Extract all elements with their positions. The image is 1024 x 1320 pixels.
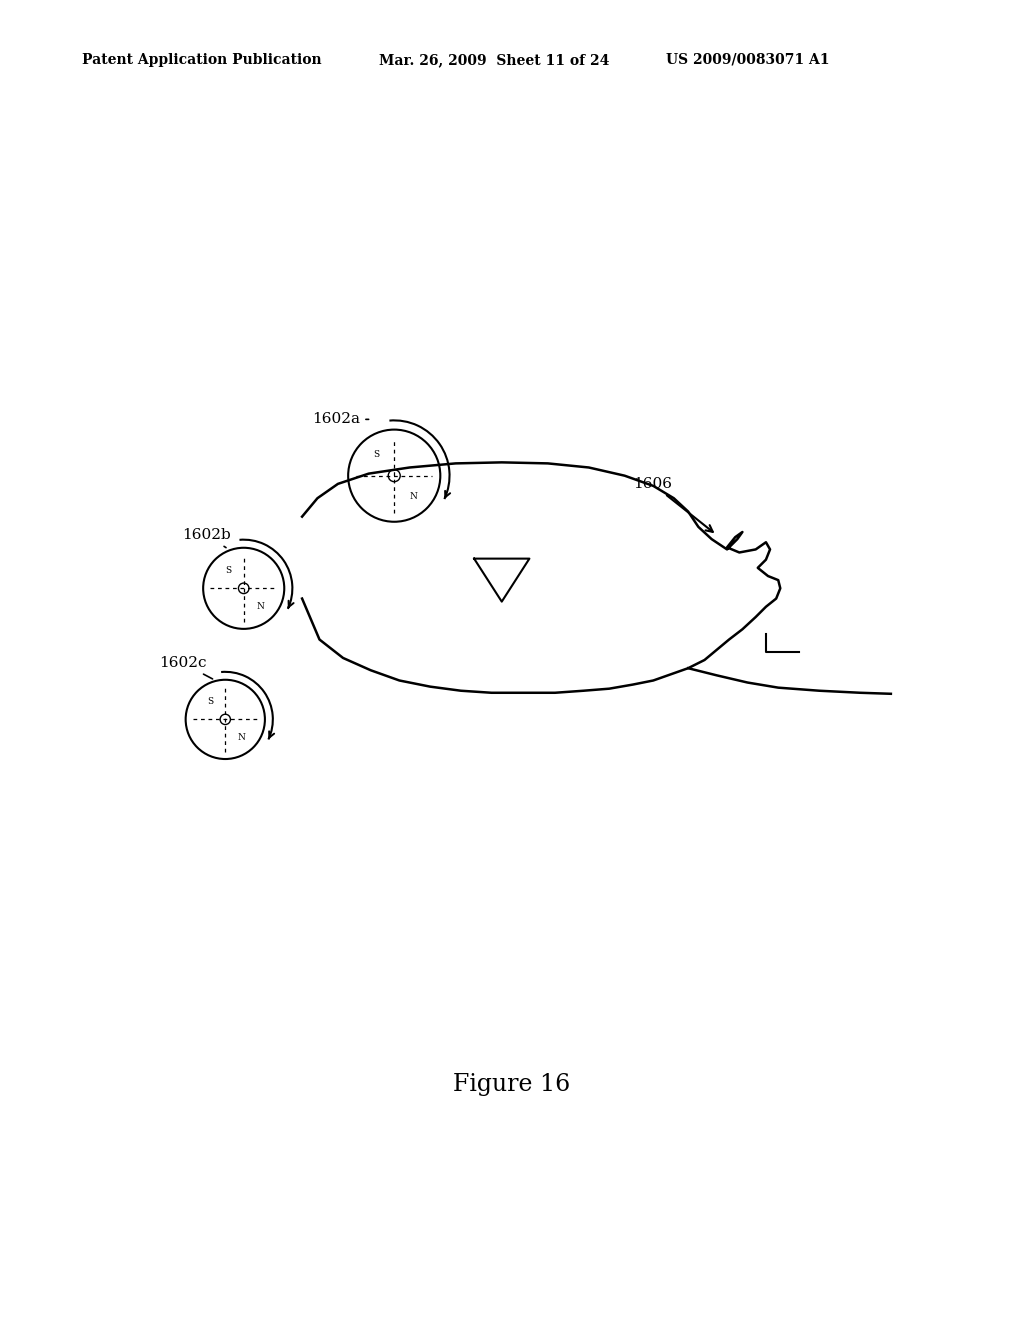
Text: 1602c: 1602c — [159, 656, 213, 678]
Text: 1606: 1606 — [633, 477, 713, 532]
Text: S: S — [207, 697, 213, 706]
Text: US 2009/0083071 A1: US 2009/0083071 A1 — [666, 53, 829, 67]
Text: N: N — [257, 602, 264, 611]
Text: S: S — [225, 565, 231, 574]
Text: Mar. 26, 2009  Sheet 11 of 24: Mar. 26, 2009 Sheet 11 of 24 — [379, 53, 609, 67]
Text: S: S — [374, 450, 380, 459]
Text: 1602a: 1602a — [312, 412, 369, 426]
Text: N: N — [410, 492, 418, 500]
Text: Patent Application Publication: Patent Application Publication — [82, 53, 322, 67]
Text: N: N — [238, 733, 246, 742]
Text: Figure 16: Figure 16 — [454, 1073, 570, 1097]
Text: 1602b: 1602b — [182, 528, 231, 548]
